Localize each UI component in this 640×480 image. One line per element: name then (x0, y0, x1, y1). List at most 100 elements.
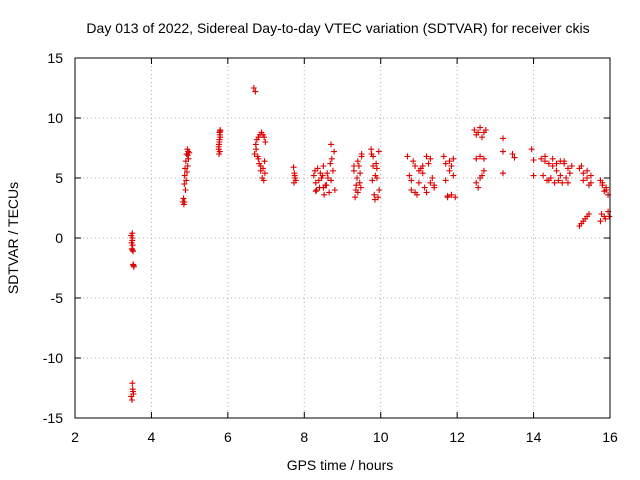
data-point (356, 179, 363, 186)
data-point (375, 148, 382, 155)
data-point (311, 167, 318, 174)
data-point (180, 195, 187, 202)
y-tick-label: -5 (51, 290, 64, 306)
data-point (404, 153, 411, 160)
data-point (369, 177, 376, 184)
data-point (542, 153, 549, 160)
data-point (471, 127, 478, 133)
data-point (329, 167, 336, 174)
data-point (370, 163, 377, 169)
data-point (553, 160, 560, 167)
data-point (563, 175, 570, 181)
x-tick-label: 8 (300, 429, 308, 445)
x-tick-label: 14 (526, 429, 542, 445)
data-point (408, 187, 415, 193)
data-point (480, 155, 487, 162)
data-point (580, 170, 587, 177)
data-point (597, 218, 604, 225)
data-point (480, 167, 487, 174)
data-point (375, 194, 382, 201)
data-point (452, 194, 459, 201)
data-point (431, 184, 438, 191)
data-point (530, 172, 537, 179)
data-point (324, 175, 331, 181)
data-point (321, 191, 328, 198)
data-point (584, 213, 591, 220)
data-point (354, 158, 361, 165)
y-tick-labels: 15 10 5 0 -5 -10 -15 (43, 50, 63, 426)
data-point (331, 148, 338, 155)
data-point (215, 143, 222, 150)
data-point (358, 153, 365, 160)
data-point (446, 167, 453, 174)
data-point (549, 163, 556, 169)
data-point (412, 163, 419, 169)
y-axis-label: SDTVAR / TECUs (5, 182, 21, 294)
data-point (500, 170, 506, 177)
data-point (320, 163, 327, 169)
data-point (182, 187, 189, 193)
data-point (129, 386, 136, 393)
data-point (564, 165, 571, 172)
data-point (376, 187, 383, 193)
data-point (181, 199, 188, 205)
data-point (545, 177, 552, 184)
data-point (129, 237, 136, 244)
data-point (427, 155, 434, 162)
data-point (255, 155, 262, 162)
plot-frame (74, 57, 611, 419)
data-point (444, 193, 451, 199)
data-point (448, 191, 455, 198)
data-point (261, 158, 268, 165)
data-point (440, 153, 447, 160)
data-point (599, 179, 606, 186)
data-point (350, 163, 357, 169)
data-point (331, 187, 338, 193)
data-point (216, 148, 223, 155)
x-axis-label: GPS time / hours (287, 457, 394, 473)
data-point (217, 127, 224, 133)
data-point (446, 158, 453, 165)
data-point (425, 160, 432, 167)
data-point (253, 146, 260, 153)
data-point (511, 154, 518, 161)
data-point (475, 129, 482, 136)
data-point (473, 179, 480, 186)
data-point (328, 177, 335, 184)
data-point (323, 182, 330, 189)
data-point (478, 134, 485, 141)
data-point (421, 184, 428, 191)
x-tick-label: 6 (224, 429, 232, 445)
data-point (564, 179, 571, 186)
data-point (250, 85, 257, 91)
data-point (129, 380, 136, 387)
data-point (427, 179, 434, 186)
data-point (500, 135, 506, 142)
data-point (530, 157, 537, 163)
data-points (128, 85, 613, 403)
data-point (528, 146, 535, 153)
data-point (313, 187, 320, 193)
data-point (328, 155, 335, 162)
data-point (509, 151, 516, 157)
data-point (184, 163, 191, 169)
data-point (251, 151, 258, 157)
data-point (580, 177, 587, 184)
data-point (423, 189, 430, 196)
data-point (290, 164, 297, 171)
data-point (442, 177, 449, 184)
data-point (291, 172, 298, 179)
data-point (415, 179, 422, 186)
data-point (324, 170, 331, 177)
data-point (500, 148, 506, 155)
data-point (584, 175, 591, 181)
data-point (183, 169, 190, 175)
y-tick-label: -10 (43, 350, 63, 366)
data-point (354, 175, 361, 181)
data-point (482, 127, 489, 133)
data-point (448, 163, 455, 169)
data-point (450, 172, 457, 179)
y-tick-label: 15 (47, 50, 63, 66)
data-point (260, 177, 267, 184)
x-tick-label: 10 (373, 429, 389, 445)
